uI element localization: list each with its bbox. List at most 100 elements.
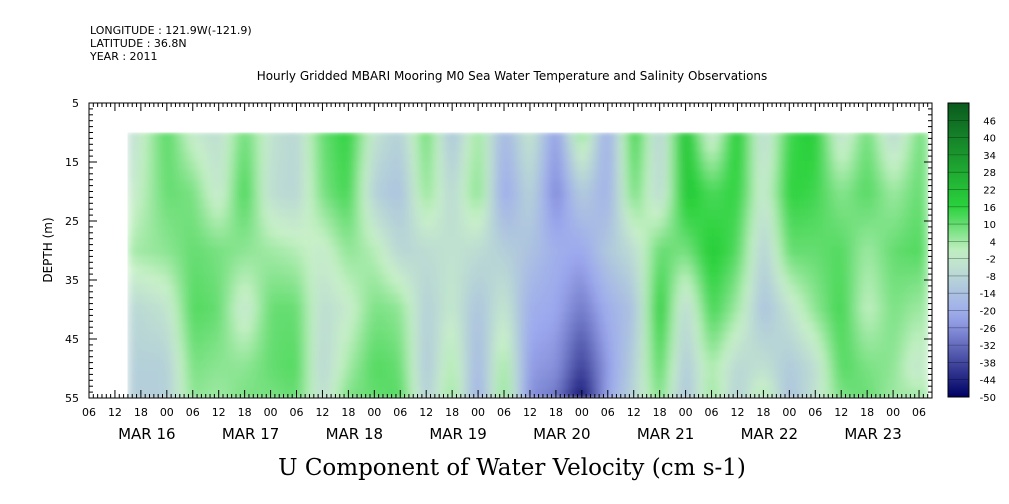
- heatmap-cell: [373, 274, 381, 285]
- heatmap-cell: [453, 312, 461, 323]
- heatmap-cell: [761, 369, 769, 380]
- heatmap-cell: [656, 236, 664, 247]
- heatmap-cell: [294, 369, 301, 380]
- heatmap-cell: [183, 284, 191, 295]
- heatmap-cell: [613, 274, 621, 285]
- heatmap-cell: [570, 246, 578, 257]
- heatmap-cell: [453, 198, 461, 209]
- heatmap-cell: [306, 284, 314, 295]
- heatmap-cell: [423, 341, 430, 352]
- heatmap-cell: [417, 132, 424, 143]
- heatmap-cell: [226, 360, 234, 371]
- colorbar-label: 28: [983, 168, 996, 179]
- heatmap-cell: [546, 293, 553, 304]
- heatmap-cell: [761, 217, 769, 228]
- heatmap-cell: [343, 274, 350, 285]
- heatmap-cell: [226, 274, 234, 285]
- heatmap-cell: [312, 379, 320, 390]
- heatmap-cell: [755, 198, 763, 209]
- heatmap-cell: [423, 350, 430, 361]
- heatmap-cell: [638, 322, 646, 333]
- heatmap-cell: [866, 179, 873, 190]
- heatmap-cell: [829, 265, 836, 276]
- heatmap-cell: [866, 379, 873, 390]
- heatmap-cell: [583, 255, 590, 266]
- heatmap-cell: [564, 236, 572, 247]
- heatmap-cell: [626, 293, 633, 304]
- heatmap-cell: [398, 388, 406, 398]
- heatmap-cell: [127, 293, 135, 304]
- heatmap-cell: [146, 312, 154, 323]
- heatmap-cell: [435, 341, 443, 352]
- heatmap-cell: [306, 227, 314, 238]
- heatmap-cell: [509, 369, 517, 380]
- heatmap-cell: [152, 274, 160, 285]
- heatmap-cell: [644, 151, 652, 162]
- heatmap-cell: [244, 322, 252, 333]
- heatmap-cell: [177, 189, 184, 200]
- heatmap-cell: [220, 303, 227, 314]
- heatmap-cell: [527, 388, 535, 398]
- heatmap-cell: [878, 350, 886, 361]
- heatmap-cell: [570, 179, 578, 190]
- heatmap-cell: [669, 160, 677, 172]
- heatmap-cell: [583, 132, 590, 143]
- heatmap-cell: [767, 388, 775, 398]
- heatmap-cell: [183, 388, 191, 398]
- heatmap-cell: [484, 132, 492, 143]
- heatmap-cell: [466, 265, 474, 276]
- x-tick-label: 12: [627, 406, 641, 419]
- heatmap-cell: [287, 151, 295, 162]
- heatmap-cell: [700, 236, 707, 247]
- heatmap-cell: [718, 322, 726, 333]
- heatmap-cell: [435, 170, 443, 181]
- heatmap-cell: [798, 350, 806, 361]
- heatmap-cell: [872, 141, 880, 153]
- heatmap-cell: [656, 160, 664, 172]
- heatmap-cell: [700, 303, 707, 314]
- heatmap-cell: [632, 160, 640, 172]
- heatmap-cell: [417, 236, 424, 247]
- heatmap-cell: [177, 341, 184, 352]
- heatmap-cell: [497, 293, 504, 304]
- heatmap-cell: [238, 312, 246, 323]
- heatmap-cell: [638, 170, 646, 181]
- heatmap-cell: [330, 217, 338, 228]
- heatmap-cell: [263, 350, 270, 361]
- heatmap-cell: [700, 274, 707, 285]
- heatmap-cell: [644, 179, 652, 190]
- heatmap-cell: [484, 360, 492, 371]
- heatmap-cell: [337, 284, 344, 295]
- heatmap-cell: [533, 179, 541, 190]
- heatmap-cell: [810, 217, 818, 228]
- heatmap-cell: [693, 217, 701, 228]
- colorbar-label: -20: [980, 307, 996, 318]
- heatmap-cell: [589, 341, 597, 352]
- heatmap-cell: [220, 160, 227, 172]
- heatmap-cell: [718, 132, 726, 143]
- heatmap-cell: [527, 284, 535, 295]
- heatmap-cell: [890, 198, 898, 209]
- heatmap-cell: [749, 208, 757, 219]
- heatmap-cell: [201, 265, 209, 276]
- heatmap-cell: [564, 350, 572, 361]
- heatmap-cell: [847, 293, 855, 304]
- heatmap-cell: [620, 312, 627, 323]
- heatmap-cell: [792, 151, 800, 162]
- heatmap-cell: [853, 322, 861, 333]
- heatmap-cell: [140, 160, 147, 172]
- heatmap-cell: [896, 255, 904, 266]
- heatmap-cell: [392, 360, 400, 371]
- heatmap-cell: [509, 331, 517, 342]
- heatmap-cell: [177, 246, 184, 257]
- heatmap-cell: [681, 331, 689, 342]
- heatmap-cell: [490, 179, 498, 190]
- heatmap-cell: [281, 246, 289, 257]
- heatmap-cell: [620, 236, 627, 247]
- heatmap-cell: [816, 151, 824, 162]
- heatmap-cell: [263, 293, 270, 304]
- heatmap-cell: [361, 331, 369, 342]
- heatmap-cell: [533, 369, 541, 380]
- heatmap-cell: [257, 331, 264, 342]
- heatmap-cell: [823, 331, 830, 342]
